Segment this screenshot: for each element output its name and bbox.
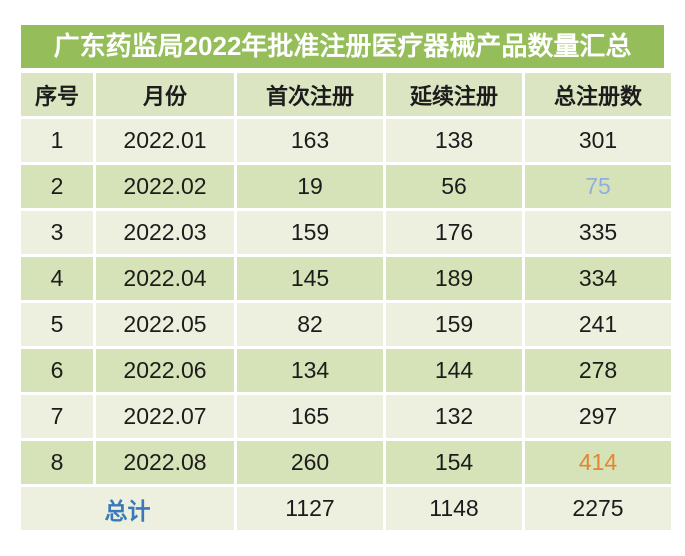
cell-first-reg: 19 [237,165,383,208]
cell-index: 1 [21,119,93,162]
cell-month: 2022.05 [96,303,234,346]
table-row: 1 2022.01 163 138 301 [21,119,671,162]
footer-first-reg-total: 1127 [237,487,383,530]
cell-month: 2022.07 [96,395,234,438]
header-cell-first-reg: 首次注册 [237,73,383,116]
cell-index: 7 [21,395,93,438]
cell-month: 2022.03 [96,211,234,254]
cell-total-reg: 297 [525,395,671,438]
cell-total-reg: 301 [525,119,671,162]
cell-renew-reg: 144 [386,349,522,392]
cell-month: 2022.01 [96,119,234,162]
cell-renew-reg: 154 [386,441,522,484]
footer-row: 总计 1127 1148 2275 [21,487,671,530]
table-row: 3 2022.03 159 176 335 [21,211,671,254]
footer-renew-reg-total: 1148 [386,487,522,530]
cell-renew-reg: 189 [386,257,522,300]
cell-total-reg-highlight-blue: 75 [525,165,671,208]
cell-total-reg: 278 [525,349,671,392]
table-body: 1 2022.01 163 138 301 2 2022.02 19 56 75… [21,119,671,484]
header-cell-renew-reg: 延续注册 [386,73,522,116]
cell-renew-reg: 132 [386,395,522,438]
cell-index: 4 [21,257,93,300]
cell-total-reg: 241 [525,303,671,346]
table-row: 4 2022.04 145 189 334 [21,257,671,300]
table-row: 7 2022.07 165 132 297 [21,395,671,438]
registration-summary-table: 序号 月份 首次注册 延续注册 总注册数 1 2022.01 163 138 3… [18,70,674,533]
cell-index: 3 [21,211,93,254]
table-row: 8 2022.08 260 154 414 [21,441,671,484]
cell-renew-reg: 176 [386,211,522,254]
cell-total-reg: 334 [525,257,671,300]
cell-renew-reg: 159 [386,303,522,346]
footer-total-label: 总计 [21,487,234,530]
cell-month: 2022.08 [96,441,234,484]
cell-first-reg: 260 [237,441,383,484]
cell-first-reg: 163 [237,119,383,162]
header-cell-total-reg: 总注册数 [525,73,671,116]
cell-month: 2022.04 [96,257,234,300]
cell-index: 6 [21,349,93,392]
cell-first-reg: 159 [237,211,383,254]
table-row: 5 2022.05 82 159 241 [21,303,671,346]
cell-first-reg: 145 [237,257,383,300]
table-row: 6 2022.06 134 144 278 [21,349,671,392]
cell-first-reg: 82 [237,303,383,346]
cell-first-reg: 165 [237,395,383,438]
cell-index: 2 [21,165,93,208]
table-header: 序号 月份 首次注册 延续注册 总注册数 [21,73,671,116]
cell-index: 8 [21,441,93,484]
cell-first-reg: 134 [237,349,383,392]
cell-month: 2022.02 [96,165,234,208]
cell-total-reg: 335 [525,211,671,254]
footer-total-reg-total: 2275 [525,487,671,530]
header-cell-index: 序号 [21,73,93,116]
cell-renew-reg: 138 [386,119,522,162]
table-title-banner: 广东药监局2022年批准注册医疗器械产品数量汇总 [21,25,664,68]
table-row: 2 2022.02 19 56 75 [21,165,671,208]
table-footer: 总计 1127 1148 2275 [21,487,671,530]
cell-month: 2022.06 [96,349,234,392]
header-row: 序号 月份 首次注册 延续注册 总注册数 [21,73,671,116]
cell-total-reg-highlight-orange: 414 [525,441,671,484]
cell-renew-reg: 56 [386,165,522,208]
cell-index: 5 [21,303,93,346]
header-cell-month: 月份 [96,73,234,116]
